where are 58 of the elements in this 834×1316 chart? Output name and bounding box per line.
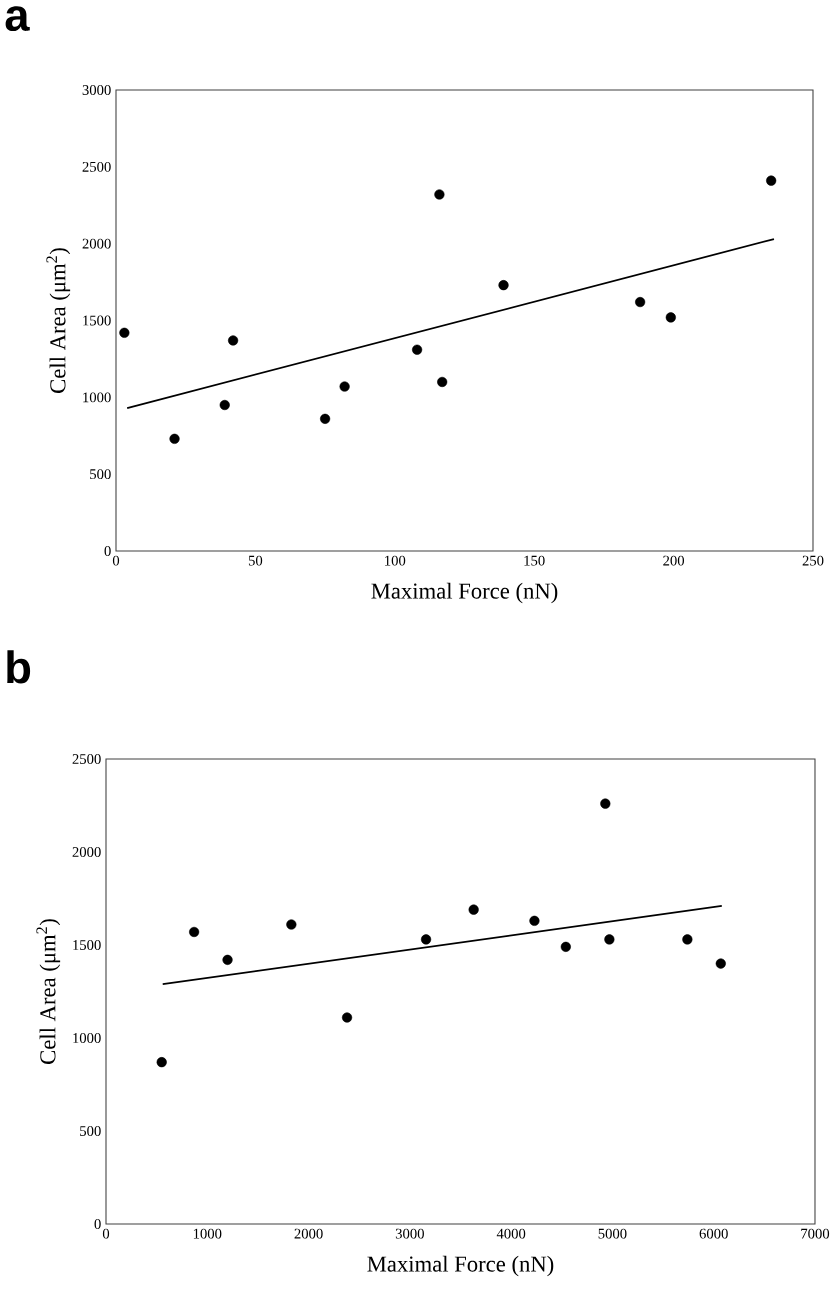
x-axis-title: Maximal Force (nN) — [367, 1255, 554, 1277]
point — [529, 915, 540, 926]
point — [219, 399, 230, 411]
x-tick-label: 100 — [385, 555, 406, 566]
point — [468, 904, 479, 915]
x-tick-label: 50 — [248, 555, 263, 566]
point — [227, 335, 239, 346]
x-tick-label: 3000 — [395, 1228, 424, 1239]
point — [766, 175, 777, 186]
point — [341, 1012, 353, 1023]
y-tick-label: 500 — [90, 469, 111, 480]
point — [189, 926, 200, 938]
point — [119, 327, 130, 338]
point — [715, 958, 726, 969]
x-tick-label: 150 — [524, 555, 545, 566]
point — [635, 296, 646, 308]
x-tick-label: 6000 — [699, 1228, 728, 1239]
point — [420, 934, 432, 945]
point — [604, 934, 615, 945]
point — [434, 189, 445, 200]
point — [682, 934, 693, 945]
y-tick-label: 2000 — [82, 238, 111, 249]
point — [286, 919, 297, 930]
point — [437, 376, 448, 388]
y-axis-title: Cell Area (μm$^{2}$) — [46, 248, 71, 393]
x-axis-title: Maximal Force (nN) — [371, 582, 558, 604]
x-tick-label: 2000 — [294, 1228, 323, 1239]
x-tick-label: 4000 — [496, 1228, 526, 1239]
chart-title: b — [7, 650, 31, 684]
point — [156, 1057, 167, 1068]
y-axis-title: Cell Area (μm$^{2}$) — [36, 919, 61, 1064]
y-tick-label: 1000 — [83, 392, 111, 403]
point — [319, 413, 331, 424]
y-tick-label: 2500 — [72, 754, 101, 764]
chart-title: a — [5, 6, 30, 32]
x-tick-label: 7000 — [801, 1228, 830, 1239]
x-tick-label: 200 — [663, 555, 684, 566]
y-tick-label: 1000 — [73, 1033, 101, 1043]
y-tick-label: 0 — [104, 546, 111, 556]
y-tick-label: 3000 — [82, 85, 111, 95]
point — [498, 280, 509, 291]
point — [560, 941, 571, 952]
x-tick-label: 5000 — [598, 1228, 627, 1239]
x-tick-label: 1000 — [193, 1228, 222, 1239]
y-tick-label: 2500 — [82, 161, 111, 172]
x-tick-label: 0 — [112, 555, 120, 566]
point — [600, 798, 611, 809]
y-tick-label: 1500 — [73, 940, 101, 950]
point — [411, 344, 423, 355]
y-tick-label: 2000 — [72, 847, 101, 857]
point — [169, 433, 180, 444]
point — [665, 312, 676, 323]
y-tick-label: 1500 — [83, 315, 111, 326]
point — [339, 381, 350, 392]
point — [222, 954, 233, 965]
y-tick-label: 0 — [94, 1219, 101, 1229]
y-tick-label: 500 — [80, 1126, 101, 1136]
x-tick-label: 250 — [802, 555, 824, 566]
